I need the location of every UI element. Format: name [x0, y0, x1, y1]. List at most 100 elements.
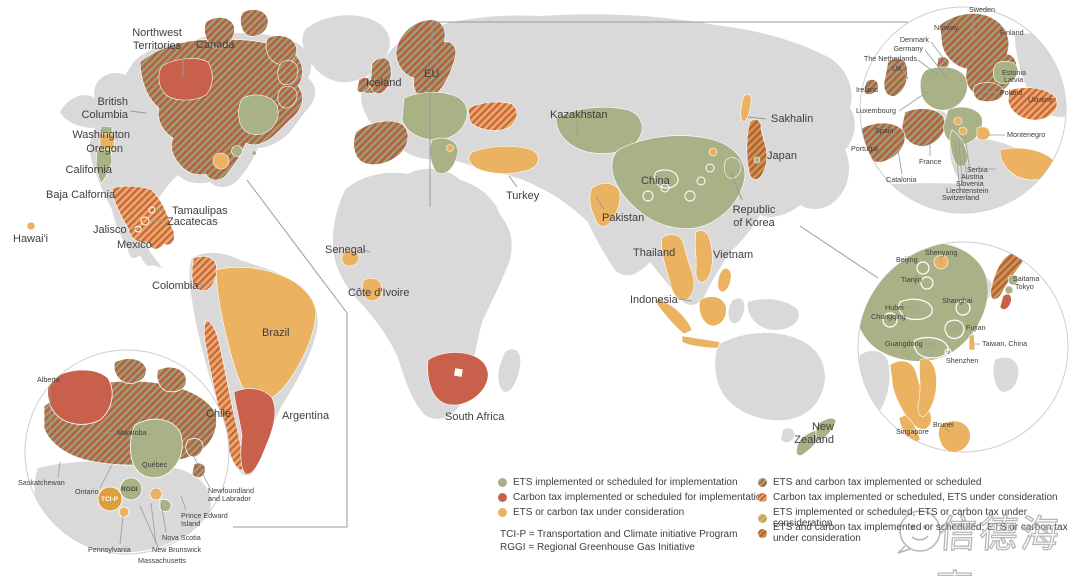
watermark-logo-icon: [897, 510, 941, 554]
label-hubei: Hubei: [885, 303, 904, 312]
label-taiwan-china: Taiwan, China: [982, 339, 1028, 348]
ets-green-swatch: [498, 478, 507, 487]
label-kazakhstan: Kazakhstan: [550, 109, 608, 121]
north-america-inset: [24, 349, 230, 555]
label-saitama: Saitama: [1013, 274, 1040, 283]
label-germany: Germany: [893, 44, 923, 53]
label-brunei: Brunei: [933, 420, 954, 429]
label-eu: EU: [424, 68, 440, 80]
label-thailand: Thailand: [633, 247, 676, 259]
legend-item-consideration: ETS or carbon tax under consideration: [498, 507, 684, 518]
label-latvia: Latvia: [1004, 75, 1024, 84]
label-austria: Austria: [961, 172, 984, 181]
label-brazil: Brazil: [262, 327, 290, 339]
legend-item-carbon-tax: Carbon tax implemented or scheduled for …: [498, 492, 767, 503]
label-sweden: Sweden: [969, 5, 995, 14]
label-guangdong: Guangdong: [885, 339, 923, 348]
label-montenegro: Montenegro: [1007, 130, 1046, 139]
label-singapore: Singapore: [896, 427, 929, 436]
label-colombia: Colombia: [152, 280, 199, 292]
label-france: France: [919, 157, 942, 166]
label-chile: Chile: [206, 408, 232, 420]
label-baja-calfornia: Baja Calfornia: [46, 189, 116, 201]
note-rggi: RGGI = Regional Greenhouse Gas Initiativ…: [500, 542, 695, 553]
label-turkey: Turkey: [506, 190, 540, 202]
label-nova-scotia: Nova Scotia: [162, 533, 201, 542]
label-japan: Japan: [767, 150, 797, 162]
label-new-zealand: New Zealand: [794, 421, 834, 446]
label-republic-of-korea: Republic of Korea: [732, 204, 776, 229]
label-manitoba: Manitoba: [117, 428, 147, 437]
label-zacatecas: Zacatecas: [167, 216, 218, 228]
label-slovenia: Slovenia: [956, 179, 984, 188]
tax-ets-consideration-swatch: [758, 493, 767, 502]
legend-label: Carbon tax implemented or scheduled for …: [513, 492, 768, 503]
ets-tax-both-consideration-swatch: [758, 528, 767, 538]
legend-item-ets-tax-consideration: ETS implemented or scheduled, ETS or car…: [758, 507, 1080, 529]
label-chongqing: Chongqing: [871, 312, 906, 321]
label-quebec: Québec: [142, 460, 168, 469]
label-cote-divoire: Côte d'Ivoire: [348, 287, 410, 299]
label-luxembourg: Luxembourg: [856, 106, 896, 115]
legend-label: ETS or carbon tax under consideration: [513, 507, 685, 518]
label-estonia: Estonia: [1002, 68, 1026, 77]
legend-label: ETS and carbon tax implemented or schedu…: [773, 522, 1068, 544]
label-shenzhen: Shenzhen: [946, 356, 979, 365]
legend-label: ETS and carbon tax implemented or schedu…: [773, 477, 982, 488]
label-sakhalin: Sakhalin: [771, 113, 814, 125]
label-pennsylvania: Pennsylvania: [88, 545, 131, 554]
label-mexico: Mexico: [117, 239, 152, 251]
label-beijing: Beijing: [896, 255, 918, 264]
label-serbia: Serbia: [967, 165, 988, 174]
legend-item-ets-tax-both-consideration: ETS and carbon tax implemented or schedu…: [758, 522, 1080, 544]
label-ontario: Ontario: [75, 487, 99, 496]
label-canada: Canada: [196, 39, 235, 51]
label-newfoundland: Newfoundland and Labrador: [208, 486, 254, 504]
legend-label: Carbon tax implemented or scheduled, ETS…: [773, 492, 1058, 503]
label-china: China: [641, 175, 670, 187]
carbon-tax-red-swatch: [498, 493, 507, 502]
note-tcip: TCI-P = Transportation and Climate initi…: [500, 529, 738, 540]
label-catalonia: Catalonia: [886, 175, 917, 184]
label-tamaulipas: Tamaulipas: [172, 205, 228, 217]
label-british-columbia: British Columbia: [81, 96, 128, 121]
label-prince-edward-island: Prince Edward Island: [181, 511, 228, 529]
label-shanghai: Shanghai: [942, 296, 973, 305]
label-jalisco: Jalisco: [93, 224, 127, 236]
label-denmark: Denmark: [899, 35, 929, 44]
label-liechtenstein: Liechtenstein: [946, 186, 989, 195]
label-tcip: TCI-P: [101, 496, 118, 503]
label-shenyang: Shenyang: [925, 248, 958, 257]
label-fujian: Fujian: [966, 323, 986, 332]
label-hawaii: Hawai'i: [13, 233, 49, 245]
label-tokyo: Tokyo: [1015, 282, 1034, 291]
label-indonesia: Indonesia: [630, 294, 678, 306]
label-south-africa: South Africa: [445, 411, 505, 423]
label-rggi: RGGI: [121, 486, 138, 493]
watermark: 信德海事: [893, 503, 1080, 576]
label-northwest-territories: Northwest Territories: [132, 27, 182, 52]
label-uk: UK: [892, 64, 902, 73]
watermark-text: 信德海事: [933, 513, 1064, 576]
label-ireland: Ireland: [856, 85, 878, 94]
label-oregon: Oregon: [86, 143, 123, 155]
label-ukraine: Ukraine: [1028, 95, 1053, 104]
label-netherlands: The Netherlands: [863, 54, 917, 63]
label-vietnam: Vietnam: [713, 249, 754, 261]
label-alberta: Alberta: [37, 375, 60, 384]
legend-item-tax-ets-consideration: Carbon tax implemented or scheduled, ETS…: [758, 492, 1058, 503]
label-massachusetts: Massachusetts: [138, 556, 186, 565]
label-saskatchewan: Saskatchewan: [18, 478, 65, 487]
label-norway: Norway: [934, 23, 959, 32]
label-iceland: Iceland: [366, 77, 402, 89]
label-senegal: Senegal: [325, 244, 366, 256]
label-spain: Spain: [875, 126, 894, 135]
label-washington: Washington: [72, 129, 130, 141]
label-pakistan: Pakistan: [602, 212, 645, 224]
legend-label: ETS implemented or scheduled, ETS or car…: [773, 507, 1028, 529]
consideration-yellow-swatch: [498, 508, 507, 517]
legend-item-ets: ETS implemented or scheduled for impleme…: [498, 477, 738, 488]
label-switzerland: Switzerland: [942, 193, 980, 202]
